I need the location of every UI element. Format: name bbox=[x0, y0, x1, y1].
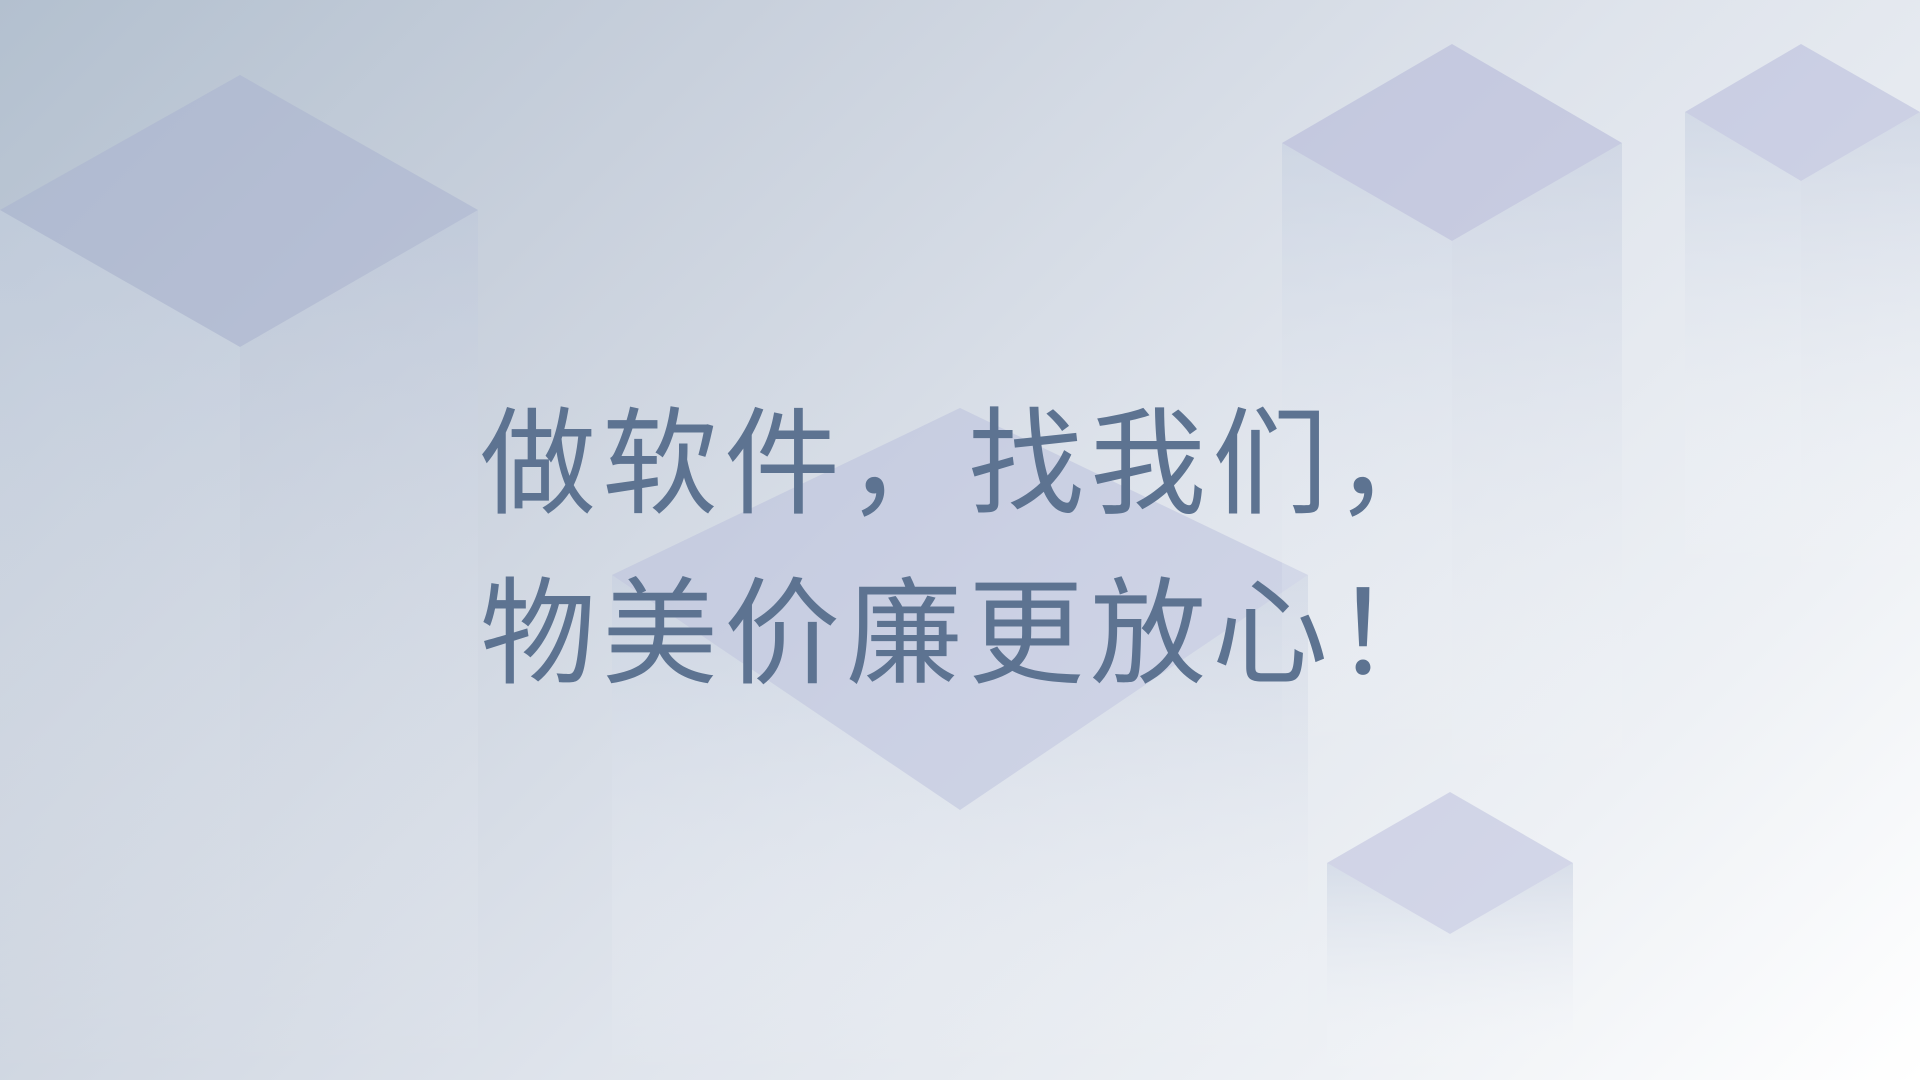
cube-far-right bbox=[1685, 44, 1920, 600]
slogan-headline: 做软件，找我们， 物美价廉更放心！ bbox=[480, 380, 1480, 720]
slogan-line-2: 物美价廉更放心！ bbox=[480, 567, 1456, 702]
slogan-line-1: 做软件，找我们， bbox=[480, 397, 1456, 532]
cube-bottom-right bbox=[1327, 792, 1573, 1080]
cube-right bbox=[1282, 44, 1622, 800]
cube-center bbox=[612, 408, 1308, 1080]
cube-left bbox=[0, 75, 478, 1080]
